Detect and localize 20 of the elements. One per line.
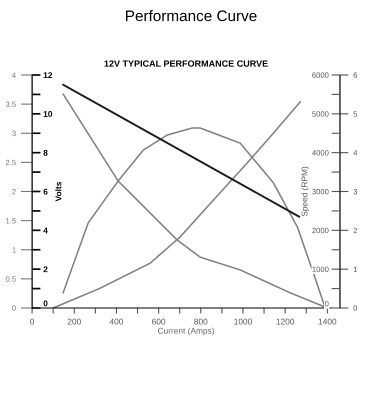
x-tick-label: 600 [152,318,166,325]
x-tick-label: 800 [194,318,208,325]
x-axis-title: Current (Amps) [158,328,214,336]
y2-tick-label: 6 [44,188,48,195]
x-tick-label: 1200 [276,318,294,325]
x-tick-label: 0 [30,318,34,325]
y2-tick-label: 12 [44,72,52,78]
y3-axis-title: Speed (RPM) [301,166,310,216]
y2-axis-title: Volts [55,182,62,202]
chart-title: Performance Curve [126,10,257,22]
y2-tick-label: 8 [43,150,48,156]
y2-tick-label: 0 [44,300,48,306]
x-tick-label: 200 [68,318,81,325]
x-tick-label: 1000 [234,318,252,325]
y2-tick-label: 2 [43,266,48,272]
y2-tick-label: 4 [43,228,48,234]
y2-tick-label: 10 [44,111,52,117]
x-tick-label: 1400 [318,318,336,325]
chart-subtitle: 12V TYPICAL PERFORMANCE CURVE [104,60,268,67]
x-tick-label: 400 [110,318,124,325]
